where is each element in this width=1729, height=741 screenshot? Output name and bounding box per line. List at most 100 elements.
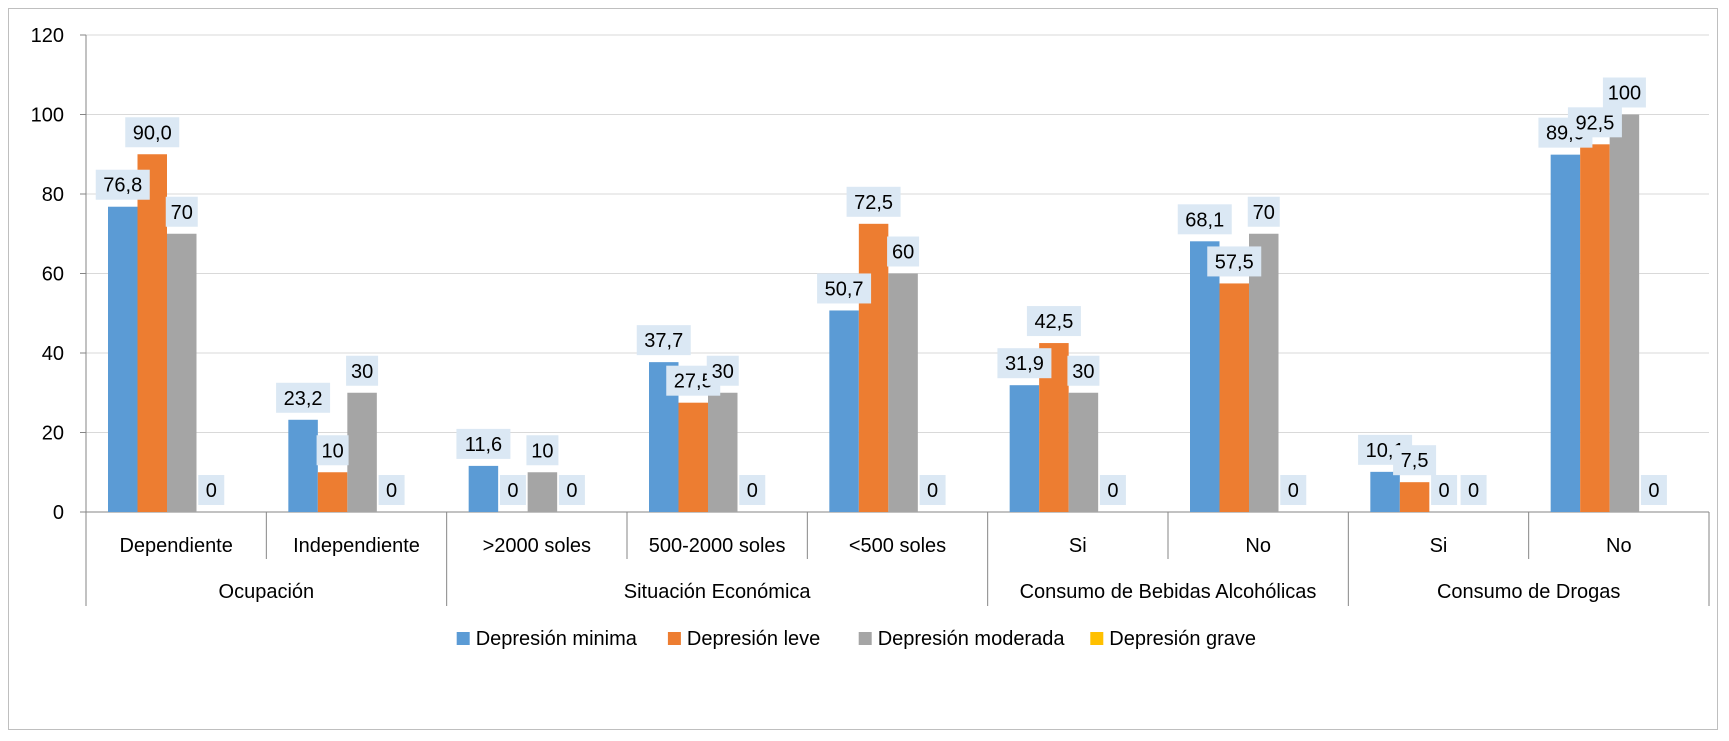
legend-label: Depresión minima [476,628,638,650]
data-label: 90,0 [133,122,172,144]
data-label: 0 [507,480,518,502]
data-label-box [378,475,405,505]
data-label: 31,9 [1005,353,1044,375]
legend-swatch [456,632,470,645]
data-label: 68,1 [1185,209,1224,231]
bar [678,402,708,512]
data-label-box [1177,204,1232,235]
data-label: 100 [1608,83,1641,105]
data-label: 42,5 [1034,311,1073,333]
data-label-box [125,117,180,148]
bar [527,472,558,512]
data-label-box [846,186,901,217]
data-label-box [95,169,150,200]
data-label-box [706,355,739,386]
data-label: 0 [1288,480,1299,502]
data-label-box [1431,475,1458,505]
group-label: Ocupación [219,581,315,603]
data-label: 30 [1072,361,1094,383]
data-label: 0 [1468,480,1479,502]
data-label-box [1567,107,1622,138]
bar [1219,283,1249,512]
y-tick-label: 120 [31,25,64,47]
data-label: 37,7 [644,330,683,352]
data-label: 50,7 [825,278,864,300]
data-label: 30 [712,361,734,383]
y-tick-label: 0 [53,502,64,524]
data-label-box [558,475,585,505]
data-label-box [346,355,379,386]
data-label-box [1099,475,1126,505]
category-label: Independiente [293,535,420,557]
data-label: 0 [566,480,577,502]
data-label: 72,5 [854,192,893,214]
category-label: Si [1069,535,1087,557]
bar [317,472,348,512]
data-label: 92,5 [1575,112,1614,134]
data-label-box [1460,475,1487,505]
bar [137,154,167,512]
bar [1068,392,1099,512]
bar [108,206,138,512]
data-label-box [198,475,225,505]
y-tick-label: 20 [42,423,64,445]
bar [347,392,377,512]
group-label: Situación Económica [624,581,812,603]
data-label-box [887,236,920,267]
bar [1249,233,1279,512]
data-label-box [526,435,559,466]
data-label-box [1067,355,1100,386]
category-label: >2000 soles [483,535,591,557]
legend-swatch [858,632,872,645]
data-label-box [636,325,691,356]
y-tick-label: 80 [42,184,64,206]
bar [888,273,918,512]
data-label: 27,5 [674,371,713,393]
bar [1550,154,1581,512]
data-label-box [919,475,946,505]
data-label: 70 [171,202,193,224]
data-label: 0 [1107,480,1118,502]
legend-swatch [1090,632,1104,645]
legend-swatch [667,632,681,645]
y-tick-label: 100 [31,105,64,127]
data-label: 0 [927,480,938,502]
data-label: 70 [1253,202,1275,224]
data-label-box [276,382,331,413]
bar [1370,471,1400,512]
category-label: Dependiente [119,535,232,557]
data-label: 10 [321,440,343,462]
category-label: 500-2000 soles [649,535,786,557]
bar [1009,385,1040,512]
data-label-box [1640,475,1667,505]
bar [858,223,889,512]
bar [829,310,859,512]
legend-label: Depresión moderada [878,628,1066,650]
data-label: 57,5 [1215,251,1254,273]
chart-frame: 0 20 40 60 80 100 120 Dependiente Independiente >… [8,8,1718,730]
category-label: No [1245,535,1271,557]
data-label-box [456,428,511,459]
data-label: 0 [1439,480,1450,502]
bar [708,392,738,512]
data-label: 23,2 [284,388,323,410]
data-labels: 76,823,211,637,750,731,968,110,189,990,0… [95,77,1667,505]
data-label: 0 [1648,480,1659,502]
group-label: Consumo de Drogas [1437,581,1620,603]
category-label: No [1606,535,1632,557]
data-label: 0 [386,480,397,502]
data-label-box [1280,475,1307,505]
data-label: 76,8 [103,175,142,197]
data-label: 0 [206,480,217,502]
bar [1580,144,1610,512]
bar [167,233,197,512]
data-label-box [817,273,872,304]
data-label: 10 [531,440,553,462]
bar [288,419,318,512]
category-label: Si [1430,535,1448,557]
data-label-box [1247,196,1280,227]
data-label-box [499,475,526,505]
data-label: 0 [747,480,758,502]
data-label-box [316,435,349,466]
